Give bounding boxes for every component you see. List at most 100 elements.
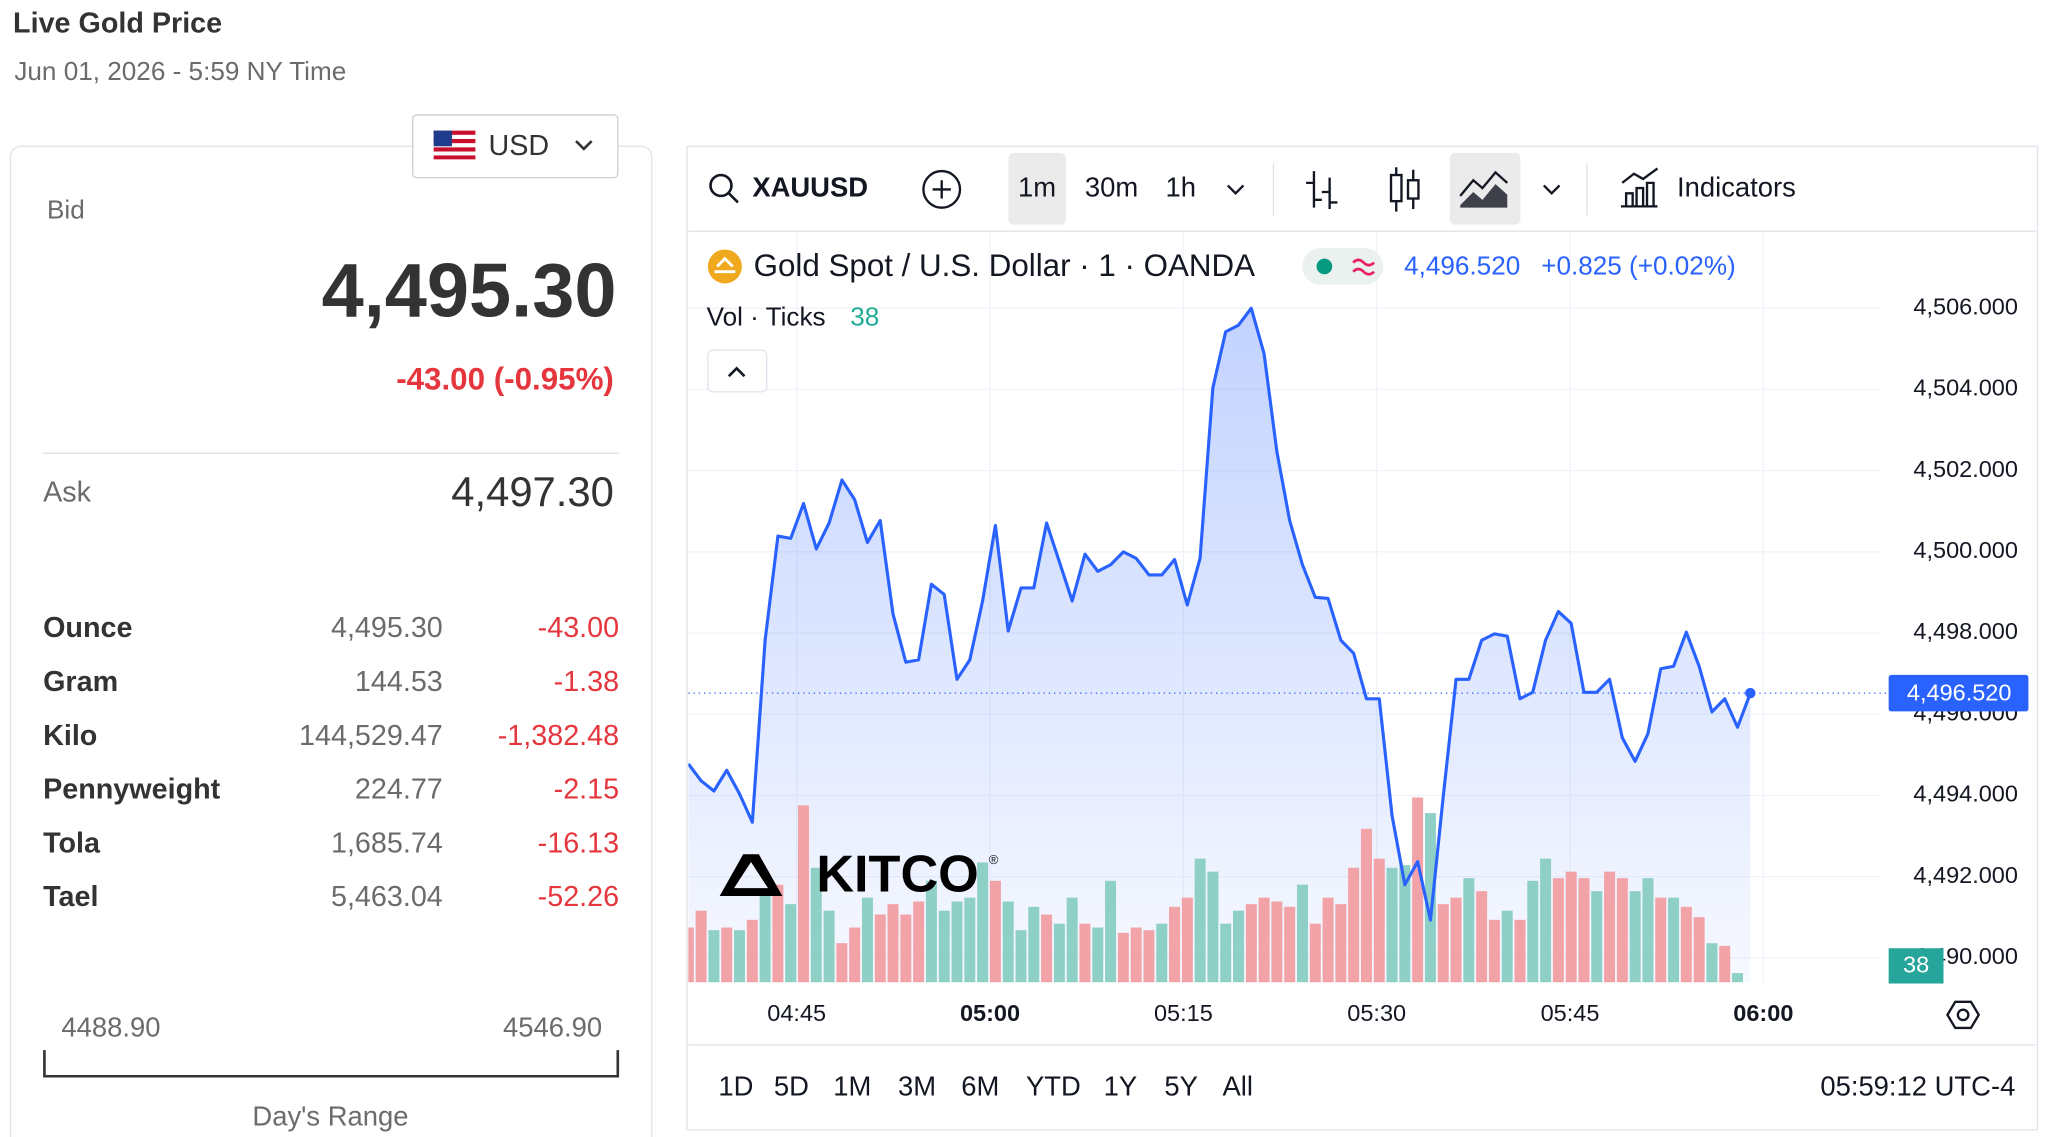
unit-change: -2.15 [554,774,619,806]
volume-bar [823,910,835,983]
range-button[interactable]: 3M [898,1070,936,1101]
volume-bar [849,927,861,983]
volume-bar [1412,797,1424,983]
area-icon [1459,170,1509,197]
volume-bar [1476,891,1488,983]
last-point [1745,687,1756,699]
range-button[interactable]: YTD [1026,1070,1081,1101]
watermark: KITCO [816,846,979,904]
legend-change: +0.825 (+0.02%) [1541,251,1736,281]
y-tick-label: 4,494.000 [1913,781,2018,807]
legend-title: Gold Spot / U.S. Dollar · 1 · OANDA [754,248,1256,283]
volume-bar [1514,919,1526,983]
volume-bar [1373,858,1385,983]
unit-price: 144.53 [355,666,443,698]
range-button[interactable]: 6M [961,1070,999,1101]
style-menu[interactable] [1543,184,1561,195]
volume-bar [1194,858,1206,983]
interval-button[interactable]: 1h [1165,172,1195,203]
x-tick-label: 05:45 [1541,1000,1600,1026]
unit-change: -16.13 [538,827,619,859]
unit-price: 224.77 [355,774,443,806]
range-button[interactable]: 5D [774,1070,809,1101]
plot-clip: KITCO ® [688,306,1752,983]
volume-bar [1668,897,1680,983]
volume-bar [861,897,873,983]
volume-legend-value: 38 [850,302,879,332]
volume-bar [1015,930,1027,983]
volume-bar [1732,973,1744,983]
last-price-label: 4,496.520 [1907,680,2012,706]
volume-bar [797,805,809,983]
volume-bar [1604,871,1616,983]
unit-price: 4,495.30 [331,612,443,644]
volume-bar [951,901,963,983]
volume-bar [759,891,771,983]
volume-bar [695,910,707,983]
volume-bar [772,884,784,983]
volume-bar [721,927,733,983]
volume-bar [900,914,912,983]
timestamp: Jun 01, 2026 - 5:59 NY Time [14,56,346,86]
volume-bar [1463,878,1475,983]
unit-name: Tael [43,881,98,913]
last-price-tag [1888,674,2029,712]
active-interval-bg [1008,152,1066,225]
range-button[interactable]: 5Y [1164,1070,1198,1101]
volume-bar [1578,878,1590,983]
bar-style-button[interactable] [1306,171,1338,209]
volume-bar [1207,871,1219,983]
range-label: Day's Range [252,1100,408,1131]
unit-change: -43.00 [538,612,619,644]
settings-button[interactable] [1946,1000,1981,1030]
interval-button[interactable]: 30m [1085,172,1138,203]
volume-bar [1245,904,1257,983]
range-button[interactable]: All [1223,1070,1253,1101]
interval-menu[interactable] [1226,184,1245,195]
compare-button[interactable] [922,169,962,209]
volume-bar [1565,871,1577,983]
quote-panel [9,145,653,1137]
area-style-button[interactable] [1449,152,1521,225]
range-button[interactable]: 1D [718,1070,753,1101]
area-icon [1460,184,1508,208]
volume-bar [1424,813,1436,983]
unit-name: Kilo [43,720,97,752]
y-tick-label: 4,506.000 [1913,293,2018,319]
volume-bar [977,862,989,983]
volume-bar [1296,884,1308,983]
interval-button[interactable]: 1m [1018,172,1056,203]
x-tick-label: 06:00 [1733,1000,1793,1026]
volume-bar [1220,923,1232,983]
candle-style-button[interactable] [1389,167,1420,212]
indicators-button[interactable]: Indicators [1620,167,1796,208]
volume-bar [1399,865,1411,983]
range-button[interactable]: 1M [833,1070,871,1101]
clock: 05:59:12 UTC-4 [1820,1070,2015,1101]
range-button[interactable]: 1Y [1104,1070,1138,1101]
currency-label: USD [488,130,549,162]
volume-bar [1041,914,1053,983]
collapse-button[interactable] [707,349,768,393]
volume-bar [708,930,720,983]
range-bar: 1D 5D 1M 3M 6M YTD 1Y 5Y All [718,1070,1253,1101]
volume-bar [989,880,1001,983]
currency-select[interactable]: USD [412,114,619,179]
volume-bar [836,943,848,983]
price-line [688,306,1752,922]
volume-bar [1552,878,1564,983]
symbol-search[interactable]: XAUUSD [709,172,869,204]
volume-bar [785,904,797,983]
x-tick-label: 04:45 [767,1000,826,1026]
volume-bar [964,897,976,983]
y-tick-label: 4,500.000 [1913,537,2018,563]
plot-area: 04:45 05:00 05:15 05:30 05:45 06:004,490.0004… [688,232,2029,1026]
range-low: 4488.90 [61,1011,160,1042]
volume-bar [938,910,950,983]
volume-bar [1271,901,1283,983]
volume-bar [1066,897,1078,983]
symbol-logo [707,249,742,284]
volume-bar [1693,917,1705,983]
y-tick-label: 4,502.000 [1913,456,2018,482]
